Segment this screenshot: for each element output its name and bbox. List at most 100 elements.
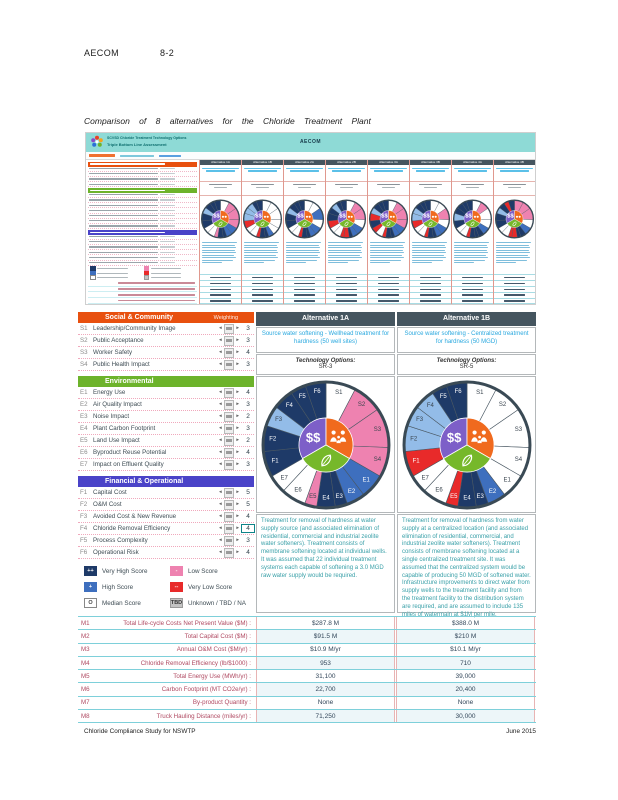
text-bar	[328, 254, 360, 256]
spinner-slider-thumb[interactable]	[226, 539, 233, 542]
spinner-decrease-icon[interactable]: ◄	[218, 489, 223, 495]
spinner-decrease-icon[interactable]: ◄	[218, 449, 223, 455]
spinner-slider-thumb[interactable]	[226, 415, 233, 418]
spinner-decrease-icon[interactable]: ◄	[218, 425, 223, 431]
spinner-decrease-icon[interactable]: ◄	[218, 437, 223, 443]
metric-row-m2: M2 Total Capital Cost ($M) : $91.5 M $210 M	[78, 630, 536, 644]
spinner-slider-thumb[interactable]	[226, 551, 233, 554]
spinner-slider[interactable]	[224, 499, 235, 510]
weight-spinner[interactable]: ◄ ►	[218, 323, 240, 334]
text-bar	[335, 282, 358, 285]
weight-spinner[interactable]: ◄ ►	[218, 347, 240, 358]
spinner-slider-thumb[interactable]	[226, 363, 233, 366]
criteria-row-f4: F4 Chloride Removal Efficiency ◄ ► 4	[78, 523, 255, 535]
spinner-slider[interactable]	[224, 387, 235, 398]
weight-spinner[interactable]: ◄ ►	[218, 399, 240, 410]
spinner-decrease-icon[interactable]: ◄	[218, 501, 223, 507]
spinner-increase-icon[interactable]: ►	[235, 401, 240, 407]
weight-spinner[interactable]: ◄ ►	[218, 523, 240, 534]
spinner-increase-icon[interactable]: ►	[235, 437, 240, 443]
spinner-increase-icon[interactable]: ►	[235, 337, 240, 343]
spinner-slider[interactable]	[224, 399, 235, 410]
weight-spinner[interactable]: ◄ ►	[218, 447, 240, 458]
thumbnail-metric-cell	[494, 279, 535, 286]
criteria-weight-value[interactable]: 4	[241, 524, 255, 533]
weight-spinner[interactable]: ◄ ►	[218, 511, 240, 522]
spinner-increase-icon[interactable]: ►	[235, 349, 240, 355]
spinner-decrease-icon[interactable]: ◄	[218, 337, 223, 343]
spinner-increase-icon[interactable]: ►	[235, 361, 240, 367]
spinner-slider-thumb[interactable]	[226, 391, 233, 394]
spinner-slider[interactable]	[224, 459, 235, 470]
spinner-slider[interactable]	[224, 487, 235, 498]
weight-spinner[interactable]: ◄ ►	[218, 387, 240, 398]
thumbnail-metric-label-row	[88, 298, 197, 304]
spinner-slider[interactable]	[224, 411, 235, 422]
text-bar	[461, 294, 484, 296]
spinner-slider[interactable]	[224, 359, 235, 370]
spinner-increase-icon[interactable]: ►	[235, 325, 240, 331]
spinner-increase-icon[interactable]: ►	[235, 389, 240, 395]
weight-spinner[interactable]: ◄ ►	[218, 535, 240, 546]
weight-spinner[interactable]: ◄ ►	[218, 499, 240, 510]
weight-spinner[interactable]: ◄ ►	[218, 423, 240, 434]
spinner-increase-icon[interactable]: ►	[235, 513, 240, 519]
spinner-increase-icon[interactable]: ►	[235, 549, 240, 555]
spinner-decrease-icon[interactable]: ◄	[218, 349, 223, 355]
spinner-increase-icon[interactable]: ►	[235, 425, 240, 431]
spinner-increase-icon[interactable]: ►	[235, 537, 240, 543]
spinner-slider[interactable]	[224, 535, 235, 546]
weight-spinner[interactable]: ◄ ►	[218, 547, 240, 558]
spinner-decrease-icon[interactable]: ◄	[218, 361, 223, 367]
spinner-slider[interactable]	[224, 547, 235, 558]
spinner-slider-thumb[interactable]	[226, 451, 233, 454]
criteria-weight-value: 4	[246, 389, 250, 396]
spinner-slider-thumb[interactable]	[226, 491, 233, 494]
weight-spinner[interactable]: ◄ ►	[218, 435, 240, 446]
weight-spinner[interactable]: ◄ ►	[218, 411, 240, 422]
spinner-increase-icon[interactable]: ►	[235, 501, 240, 507]
spinner-slider-thumb[interactable]	[226, 439, 233, 442]
spinner-slider-thumb[interactable]	[226, 527, 233, 530]
spinner-slider[interactable]	[224, 423, 235, 434]
spinner-slider-thumb[interactable]	[226, 463, 233, 466]
spinner-slider-thumb[interactable]	[226, 339, 233, 342]
spinner-slider[interactable]	[224, 523, 235, 534]
spinner-slider-thumb[interactable]	[226, 327, 233, 330]
metric-label: Total Capital Cost ($M) :	[184, 632, 251, 640]
spinner-decrease-icon[interactable]: ◄	[218, 537, 223, 543]
spinner-increase-icon[interactable]: ►	[235, 525, 240, 531]
spinner-slider[interactable]	[224, 435, 235, 446]
spinner-slider[interactable]	[224, 323, 235, 334]
spinner-decrease-icon[interactable]: ◄	[218, 413, 223, 419]
metric-code: M4	[81, 659, 90, 667]
spinner-increase-icon[interactable]: ►	[235, 461, 240, 467]
spinner-decrease-icon[interactable]: ◄	[218, 525, 223, 531]
spinner-slider[interactable]	[224, 511, 235, 522]
spinner-slider-thumb[interactable]	[226, 403, 233, 406]
spinner-decrease-icon[interactable]: ◄	[218, 549, 223, 555]
spinner-slider[interactable]	[224, 335, 235, 346]
spinner-increase-icon[interactable]: ►	[235, 449, 240, 455]
spinner-increase-icon[interactable]: ►	[235, 413, 240, 419]
spinner-decrease-icon[interactable]: ◄	[218, 461, 223, 467]
weight-spinner[interactable]: ◄ ►	[218, 335, 240, 346]
spinner-slider-thumb[interactable]	[226, 351, 233, 354]
spinner-slider-thumb[interactable]	[226, 503, 233, 506]
spinner-decrease-icon[interactable]: ◄	[218, 389, 223, 395]
spinner-decrease-icon[interactable]: ◄	[218, 513, 223, 519]
spinner-slider[interactable]	[224, 447, 235, 458]
criteria-row-f2: F2 O&M Cost ◄ ► 5	[78, 499, 254, 511]
footer-date: June 2015	[506, 728, 536, 735]
spinner-slider-thumb[interactable]	[226, 515, 233, 518]
text-bar	[335, 184, 358, 186]
spinner-slider-thumb[interactable]	[226, 427, 233, 430]
weight-spinner[interactable]: ◄ ►	[218, 459, 240, 470]
spinner-slider[interactable]	[224, 347, 235, 358]
weight-spinner[interactable]: ◄ ►	[218, 359, 240, 370]
weight-spinner[interactable]: ◄ ►	[218, 487, 240, 498]
spinner-decrease-icon[interactable]: ◄	[218, 401, 223, 407]
spinner-decrease-icon[interactable]: ◄	[218, 325, 223, 331]
text-bar	[244, 262, 265, 263]
spinner-increase-icon[interactable]: ►	[235, 489, 240, 495]
